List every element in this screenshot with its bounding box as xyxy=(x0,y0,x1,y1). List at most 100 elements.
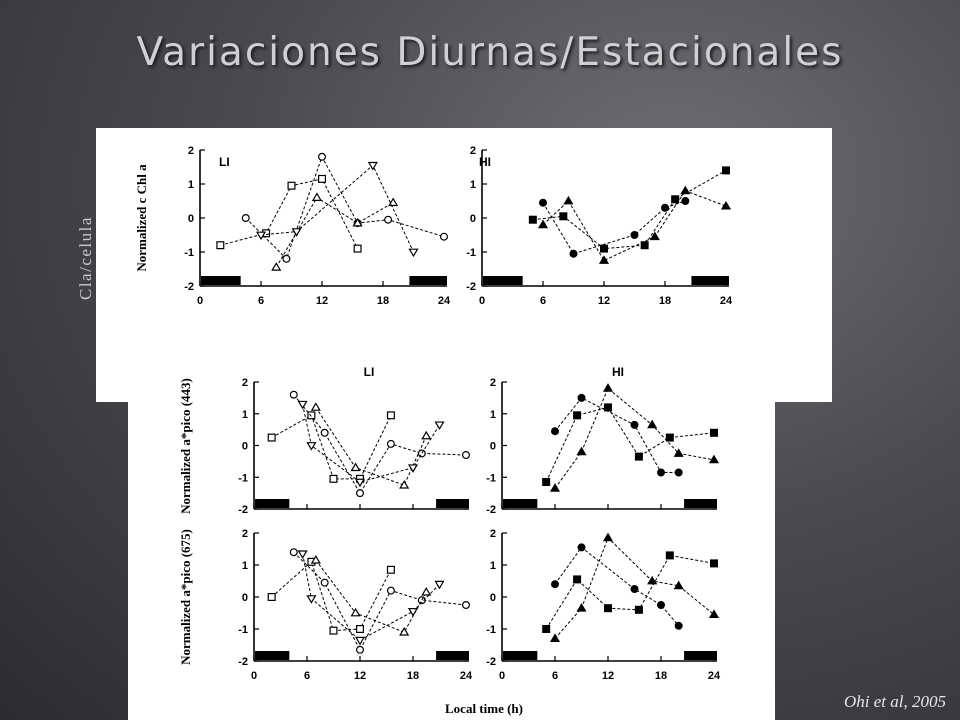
dark-period-bar xyxy=(684,499,717,508)
data-point xyxy=(408,248,419,258)
data-point xyxy=(354,478,366,488)
data-point xyxy=(630,585,639,594)
x-tick-label: 18 xyxy=(659,295,671,307)
data-point xyxy=(386,565,395,574)
data-point xyxy=(569,249,578,258)
data-point xyxy=(367,161,378,171)
y-tick-label: 2 xyxy=(242,528,248,540)
x-tick-label: 24 xyxy=(720,295,733,307)
data-point xyxy=(399,627,410,636)
y-tick-label: -1 xyxy=(486,472,496,484)
data-point xyxy=(407,608,419,617)
data-point xyxy=(656,601,665,610)
data-point xyxy=(329,626,338,635)
data-point xyxy=(634,452,643,461)
data-point xyxy=(656,468,665,477)
data-point xyxy=(721,166,730,175)
x-tick-label: 24 xyxy=(460,670,473,682)
y-tick-label: 2 xyxy=(470,145,476,157)
data-point xyxy=(673,448,684,457)
x-tick-label: 18 xyxy=(377,295,389,307)
data-point xyxy=(434,421,445,431)
y-tick-label: 1 xyxy=(470,179,476,191)
data-point xyxy=(417,596,426,605)
data-point xyxy=(576,446,587,456)
y-tick-label: 1 xyxy=(242,560,248,572)
data-point xyxy=(640,241,649,250)
series-line xyxy=(245,155,445,260)
dark-period-bar xyxy=(691,276,729,285)
data-point xyxy=(542,478,551,487)
data-point xyxy=(267,433,276,442)
data-point xyxy=(310,555,321,564)
data-point xyxy=(665,433,674,442)
series-line xyxy=(554,536,715,639)
x-tick-label: 12 xyxy=(354,670,366,682)
data-point xyxy=(282,254,291,263)
data-point xyxy=(576,603,587,612)
data-point xyxy=(307,411,316,420)
slide-title: Variaciones Diurnas/Estacionales xyxy=(136,30,844,75)
data-point xyxy=(310,402,321,411)
data-point xyxy=(320,578,329,587)
data-point xyxy=(630,230,639,239)
data-point xyxy=(462,451,471,460)
data-point xyxy=(287,181,296,190)
data-point xyxy=(255,231,267,241)
data-point xyxy=(665,551,674,560)
y-tick-label: 0 xyxy=(242,441,248,453)
data-point xyxy=(604,604,613,613)
side-label: Cla/celula xyxy=(76,216,95,300)
y-tick-label: 1 xyxy=(188,179,194,191)
data-point xyxy=(563,195,574,205)
data-point xyxy=(649,231,660,241)
dark-period-bar xyxy=(436,499,469,508)
series-line xyxy=(554,397,679,473)
citation: Ohi et al, 2005 xyxy=(844,692,946,711)
chart-4: -2 -1 0 1 2 HI xyxy=(486,365,720,516)
y-tick-label: -1 xyxy=(184,247,194,259)
series-line xyxy=(532,169,727,250)
y-tick-label: 0 xyxy=(490,441,496,453)
data-point xyxy=(549,483,561,492)
y-tick-label: -2 xyxy=(486,656,496,668)
data-point xyxy=(297,550,308,559)
data-point xyxy=(320,428,329,437)
panel-label: LI xyxy=(364,365,375,379)
series-line xyxy=(275,196,394,268)
data-point xyxy=(271,262,282,271)
data-point xyxy=(241,213,250,222)
data-point xyxy=(709,428,718,437)
data-point xyxy=(674,621,683,630)
data-point xyxy=(388,197,399,207)
data-point xyxy=(297,400,308,410)
data-point xyxy=(604,403,613,412)
series-line xyxy=(315,407,427,486)
series-line xyxy=(260,164,414,253)
y-axis-label: Normalized a*pico (443) xyxy=(178,378,193,514)
data-point xyxy=(559,212,568,221)
series-line xyxy=(271,560,392,632)
y-tick-label: 2 xyxy=(490,528,496,540)
data-point xyxy=(421,587,432,596)
x-tick-label: 0 xyxy=(251,670,257,682)
y-tick-label: 1 xyxy=(490,560,496,572)
x-tick-label: 6 xyxy=(552,670,558,682)
x-tick-label: 18 xyxy=(407,670,419,682)
series-line xyxy=(545,554,715,630)
y-tick-label: -2 xyxy=(184,281,194,293)
data-point xyxy=(720,200,732,210)
data-point xyxy=(289,548,298,557)
dark-period-bar xyxy=(201,276,241,285)
data-point xyxy=(350,462,361,472)
data-point xyxy=(311,192,322,202)
data-point xyxy=(573,575,582,584)
x-tick-label: 6 xyxy=(540,295,546,307)
data-point xyxy=(356,645,365,654)
y-tick-label: -1 xyxy=(238,472,248,484)
data-point xyxy=(542,625,551,634)
chart-3: -2 -1 0 1 2 LI Normalized a*pico (443) xyxy=(178,365,471,516)
x-tick-label: 0 xyxy=(479,295,485,307)
